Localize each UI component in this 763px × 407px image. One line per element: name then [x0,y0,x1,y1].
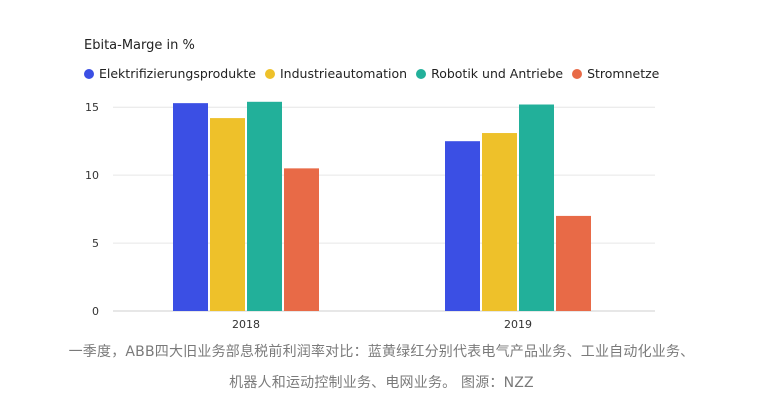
caption-line-1: 一季度，ABB四大旧业务部息税前利润率对比：蓝黄绿红分别代表电气产品业务、工业自… [68,344,695,360]
bar-chart: 0 5 10 15 2018 2019 [85,101,655,331]
legend-item-stromnetze: Stromnetze [572,66,659,81]
legend-dot-icon [416,68,427,79]
x-tick-label: 2019 [504,318,532,331]
y-tick-label: 10 [85,169,99,182]
y-tick-label: 0 [92,305,99,318]
legend-dot-icon [572,68,583,79]
legend-item-elektrifizierungsprodukte: Elektrifizierungsprodukte [84,66,256,81]
legend-dot-icon [84,68,94,79]
legend-label: Elektrifizierungsprodukte [99,66,256,81]
bar-stromnetze-2018 [284,168,319,311]
bar-robotik-und-antriebe-2018 [247,101,282,311]
legend-item-industrieautomation: Industrieautomation [264,66,408,81]
chart-title: Ebita-Marge in % [84,38,195,53]
bar-robotik-und-antriebe-2019 [519,104,554,312]
y-tick-label: 5 [92,237,99,250]
legend-item-robotik-und-antriebe: Robotik und Antriebe [416,66,563,81]
x-tick-label: 2018 [232,318,260,331]
caption-line-2: 机器人和运动控制业务、电网业务。 图源：NZZ [229,375,534,391]
legend-label: Robotik und Antriebe [431,66,564,81]
legend-label: Industrieautomation [279,66,408,81]
bar-elektrifizierungsprodukte-2019 [445,141,480,311]
bar-industrieautomation-2019 [482,133,517,311]
bar-stromnetze-2019 [556,215,591,311]
legend-label: Stromnetze [587,66,660,81]
legend-dot-icon [264,68,275,79]
bar-industrieautomation-2018 [210,118,245,312]
y-tick-label: 15 [85,101,99,114]
bar-elektrifizierungsprodukte-2018 [173,103,208,311]
legend: Elektrifizierungsprodukte Industrieautom… [84,66,668,81]
